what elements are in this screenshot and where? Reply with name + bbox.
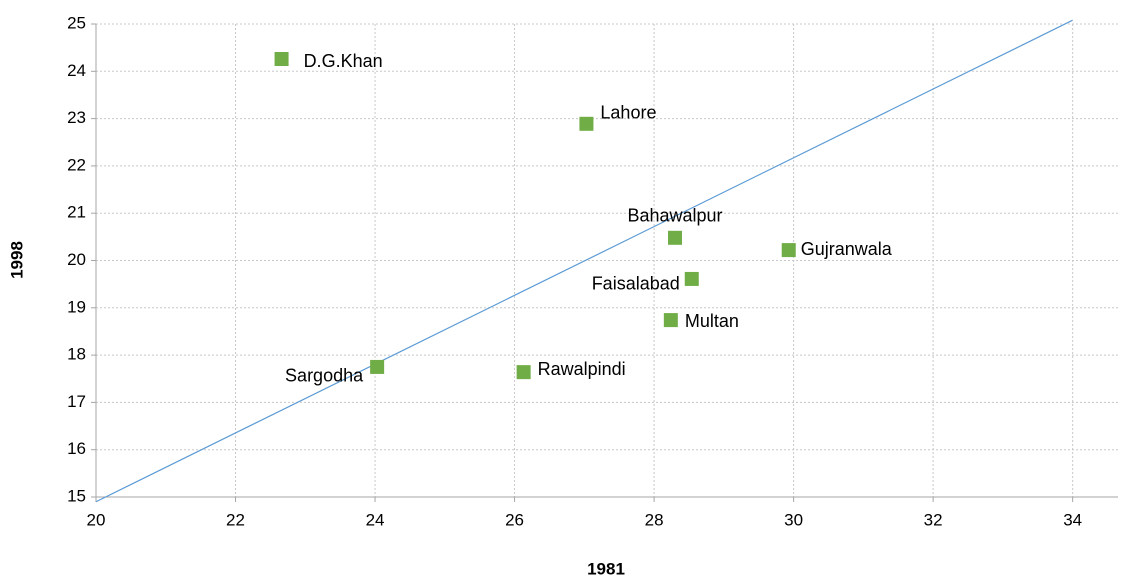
y-tick-label: 15 bbox=[67, 486, 86, 505]
point bbox=[370, 359, 385, 374]
point-label: Faisalabad bbox=[592, 274, 680, 294]
y-tick-label: 19 bbox=[67, 297, 86, 316]
point-label: Rawalpindi bbox=[538, 359, 626, 379]
y-tick-label: 20 bbox=[67, 250, 86, 269]
point bbox=[663, 313, 678, 328]
point-label: Gujranwala bbox=[801, 239, 893, 259]
x-tick-label: 28 bbox=[645, 510, 664, 529]
x-tick-label: 20 bbox=[87, 510, 106, 529]
y-tick-label: 23 bbox=[67, 108, 86, 127]
y-tick-label: 22 bbox=[67, 155, 86, 174]
y-tick-label: 21 bbox=[67, 203, 86, 222]
point bbox=[684, 271, 699, 286]
x-tick-label: 34 bbox=[1063, 510, 1082, 529]
point bbox=[516, 365, 531, 380]
y-axis-title: 1998 bbox=[7, 241, 26, 279]
x-tick-label: 22 bbox=[226, 510, 245, 529]
point bbox=[668, 230, 683, 245]
point bbox=[274, 52, 289, 67]
point-label: Multan bbox=[685, 311, 739, 331]
x-axis-title: 1981 bbox=[587, 559, 625, 578]
y-tick-label: 24 bbox=[67, 61, 86, 80]
y-tick-label: 16 bbox=[67, 439, 86, 458]
x-tick-label: 30 bbox=[784, 510, 803, 529]
x-tick-label: 24 bbox=[366, 510, 385, 529]
point-label: Bahawalpur bbox=[627, 206, 722, 226]
point-label: Sargodha bbox=[285, 366, 364, 386]
point-label: Lahore bbox=[600, 103, 656, 123]
y-tick-label: 17 bbox=[67, 392, 86, 411]
x-tick-label: 26 bbox=[505, 510, 524, 529]
point bbox=[579, 116, 594, 131]
reference-line bbox=[95, 19, 1073, 503]
y-tick-label: 18 bbox=[67, 345, 86, 364]
x-tick-label: 32 bbox=[924, 510, 943, 529]
point bbox=[781, 243, 796, 258]
point-label: D.G.Khan bbox=[304, 51, 383, 71]
y-tick-label: 25 bbox=[67, 13, 86, 32]
